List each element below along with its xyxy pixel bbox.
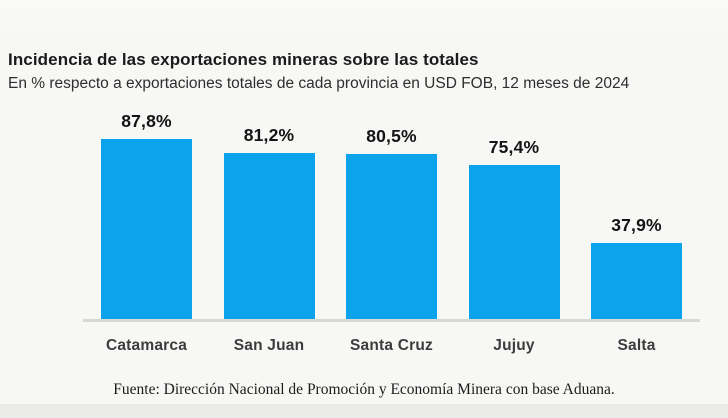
bar-column-santa-cruz: 80,5% <box>346 105 437 321</box>
x-axis-baseline <box>83 319 700 322</box>
bar-salta <box>591 243 682 321</box>
bar-san-juan <box>223 153 315 321</box>
bar-value-label-jujuy: 75,4% <box>488 137 540 157</box>
bar-chart-plot-area: 87,8% 81,2% 80,5% 75,4% 37,9% <box>101 105 682 321</box>
bar-catamarca <box>101 139 192 321</box>
chart-title: Incidencia de las exportaciones mineras … <box>8 50 479 69</box>
bar-value-label-salta: 37,9% <box>611 215 662 235</box>
category-label-jujuy: Jujuy <box>493 337 535 354</box>
bottom-strip <box>0 404 728 418</box>
category-label-santa-cruz: Santa Cruz <box>350 337 433 354</box>
bar-value-label-san-juan: 81,2% <box>243 125 295 145</box>
category-label-san-juan: San Juan <box>233 337 305 354</box>
bar-column-jujuy: 75,4% <box>468 105 560 321</box>
bar-column-salta: 37,9% <box>591 105 682 321</box>
bar-santa-cruz <box>346 154 437 321</box>
bar-jujuy <box>468 165 560 321</box>
bar-value-label-santa-cruz: 80,5% <box>366 126 417 146</box>
category-label-salta: Salta <box>617 337 656 354</box>
category-label-catamarca: Catamarca <box>105 337 188 354</box>
source-note: Fuente: Dirección Nacional de Promoción … <box>113 381 615 398</box>
bar-column-san-juan: 81,2% <box>223 105 315 321</box>
bar-column-catamarca: 87,8% <box>101 105 192 321</box>
category-axis: Catamarca San Juan Santa Cruz Jujuy Salt… <box>101 337 682 355</box>
chart-subtitle: En % respecto a exportaciones totales de… <box>8 75 630 92</box>
bar-value-label-catamarca: 87,8% <box>121 111 172 131</box>
